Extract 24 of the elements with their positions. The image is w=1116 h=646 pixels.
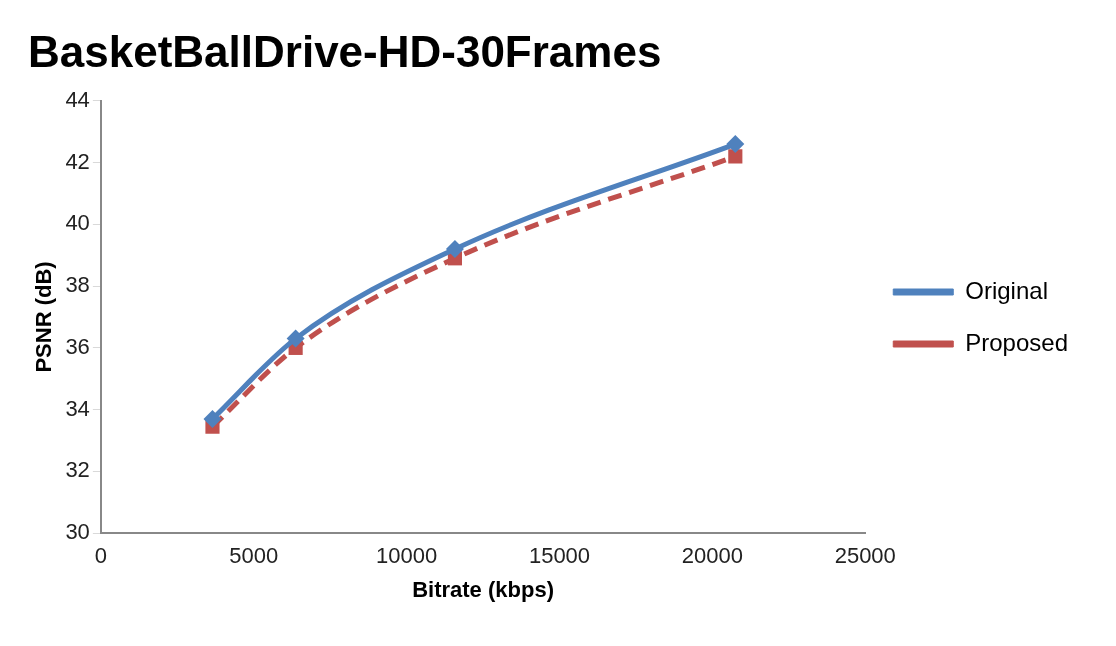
y-tick-label: 36 (65, 333, 90, 359)
x-tick-label: 20000 (681, 543, 743, 569)
y-tick-label: 40 (65, 210, 90, 236)
x-tick-label: 0 (94, 543, 107, 569)
y-tick-label: 38 (65, 272, 90, 298)
x-axis-title: Bitrate (kbps) (412, 576, 554, 602)
point (726, 135, 745, 154)
chart-title: BasketBallDrive-HD-30Frames (28, 26, 662, 76)
y-tick-label: 32 (65, 457, 90, 483)
point (203, 409, 222, 428)
legend-label: Original (965, 276, 1048, 304)
x-tick-label: 15000 (528, 543, 591, 569)
point (445, 240, 464, 259)
x-tick-label: 25000 (834, 543, 896, 569)
point (728, 149, 743, 164)
y-tick-label: 42 (65, 148, 90, 174)
x-tick-label: 10000 (376, 543, 438, 569)
x-tick-label: 5000 (229, 543, 279, 569)
y-axis-title: PSNR (dB) (31, 261, 57, 373)
y-tick-label: 30 (65, 519, 90, 545)
point (286, 329, 305, 348)
legend-label: Proposed (965, 328, 1069, 356)
y-tick-label: 34 (65, 395, 90, 421)
y-tick-label: 44 (65, 86, 90, 112)
